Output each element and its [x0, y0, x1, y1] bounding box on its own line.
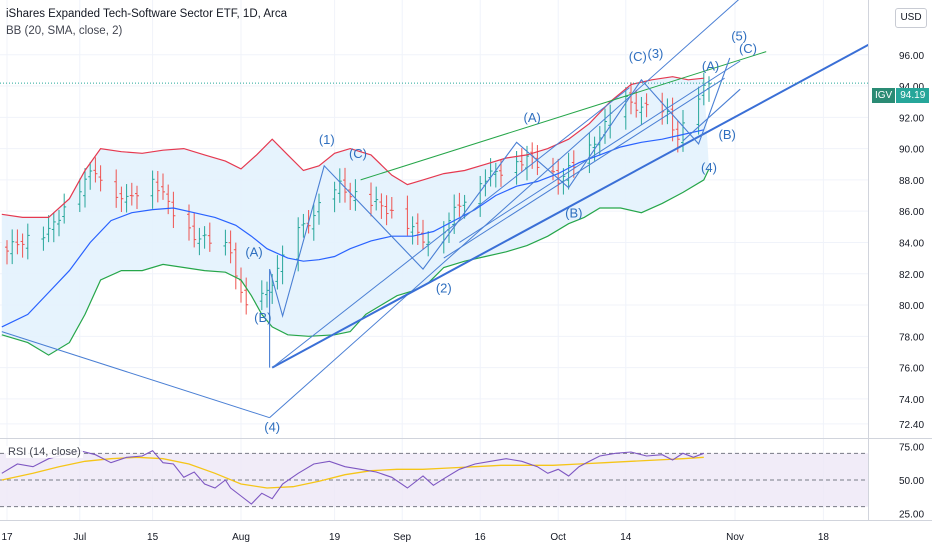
- rsi-line: [1, 450, 704, 505]
- trend-line: [271, 43, 868, 369]
- last-price-tag: IGV 94.19: [872, 88, 930, 103]
- wave-label: (C): [629, 49, 647, 64]
- wave-label: (5): [731, 29, 747, 44]
- price-tick-label: 78.00: [899, 332, 924, 343]
- wave-label: (3): [647, 46, 663, 61]
- time-tick-label: 15: [147, 532, 159, 543]
- trend-line: [269, 0, 739, 419]
- time-tick-label: Sep: [393, 532, 411, 543]
- time-tick-label: Nov: [726, 532, 744, 543]
- time-tick-label: 17: [1, 532, 13, 543]
- price-tick-label: 72.40: [899, 420, 924, 431]
- main-pane: (1)(C)(A)(B)(4)(2)(A)(B)(C) (3)(A)(4)(B)(…: [0, 0, 868, 435]
- wave-label: (4): [701, 160, 717, 175]
- chart-title: iShares Expanded Tech-Software Sector ET…: [6, 8, 288, 20]
- wave-label: (4): [264, 420, 280, 435]
- time-tick-label: Jul: [73, 532, 86, 543]
- price-tick-label: 76.00: [899, 364, 924, 375]
- rsi-tick-label: 50.00: [899, 476, 924, 487]
- time-tick-label: Aug: [232, 532, 250, 543]
- wave-path: [682, 88, 741, 142]
- time-tick-label: 16: [475, 532, 487, 543]
- wave-label: (B): [565, 205, 582, 220]
- time-axis: 17 Jul 15 Aug 19 Sep 16 Oct 14 Nov 18: [1, 532, 829, 543]
- price-tick-label: 86.00: [899, 207, 924, 218]
- price-tick-label: 92.00: [899, 113, 924, 124]
- bb-basis-line: [1, 129, 704, 328]
- indicator-legend-rsi[interactable]: RSI (14, close): [6, 446, 83, 458]
- trend-line: [360, 51, 767, 181]
- time-tick-label: 18: [818, 532, 830, 543]
- bb-lower-line: [1, 168, 710, 356]
- bb-upper-line: [1, 76, 704, 218]
- price-tick-label: 94.00: [899, 82, 924, 93]
- wave-label: (B): [254, 310, 271, 325]
- rsi-tick-label: 75.00: [899, 443, 924, 454]
- rsi-pane: [0, 450, 868, 508]
- trend-line: [271, 87, 630, 369]
- price-tick-label: 96.00: [899, 51, 924, 62]
- wave-label: (1): [319, 132, 335, 147]
- wave-label: (A): [245, 245, 262, 260]
- wave-label: (B): [719, 127, 736, 142]
- rsi-tick-label: 25.00: [899, 509, 924, 520]
- trend-line: [1, 331, 270, 419]
- bb-fill: [1, 76, 710, 356]
- price-bars: [5, 72, 711, 315]
- trend-line: [459, 60, 741, 243]
- price-tick-label: 90.00: [899, 145, 924, 156]
- price-tick-label: 84.00: [899, 238, 924, 249]
- time-tick-label: 14: [620, 532, 632, 543]
- price-tick-label: 88.00: [899, 176, 924, 187]
- time-tick-label: 19: [329, 532, 341, 543]
- wave-label: (2): [436, 281, 452, 296]
- symbol-label: IGV: [872, 88, 897, 103]
- time-tick-label: Oct: [550, 532, 566, 543]
- price-tick-label: 82.00: [899, 270, 924, 281]
- wave-path: [269, 57, 731, 368]
- currency-button[interactable]: USD: [895, 8, 927, 28]
- wave-label: (C): [739, 41, 757, 56]
- indicator-legend-bb[interactable]: BB (20, SMA, close, 2): [6, 25, 123, 37]
- wave-label: (A): [524, 110, 541, 125]
- wave-label: (C): [349, 146, 367, 161]
- last-price-value: 94.19: [896, 88, 930, 103]
- price-tick-label: 80.00: [899, 301, 924, 312]
- trend-line: [443, 77, 725, 259]
- wave-label: (A): [702, 58, 719, 73]
- price-tick-label: 74.00: [899, 395, 924, 406]
- price-axis: 96.00 94.00 92.00 90.00 88.00 86.00 84.00 82.00…: [899, 51, 924, 521]
